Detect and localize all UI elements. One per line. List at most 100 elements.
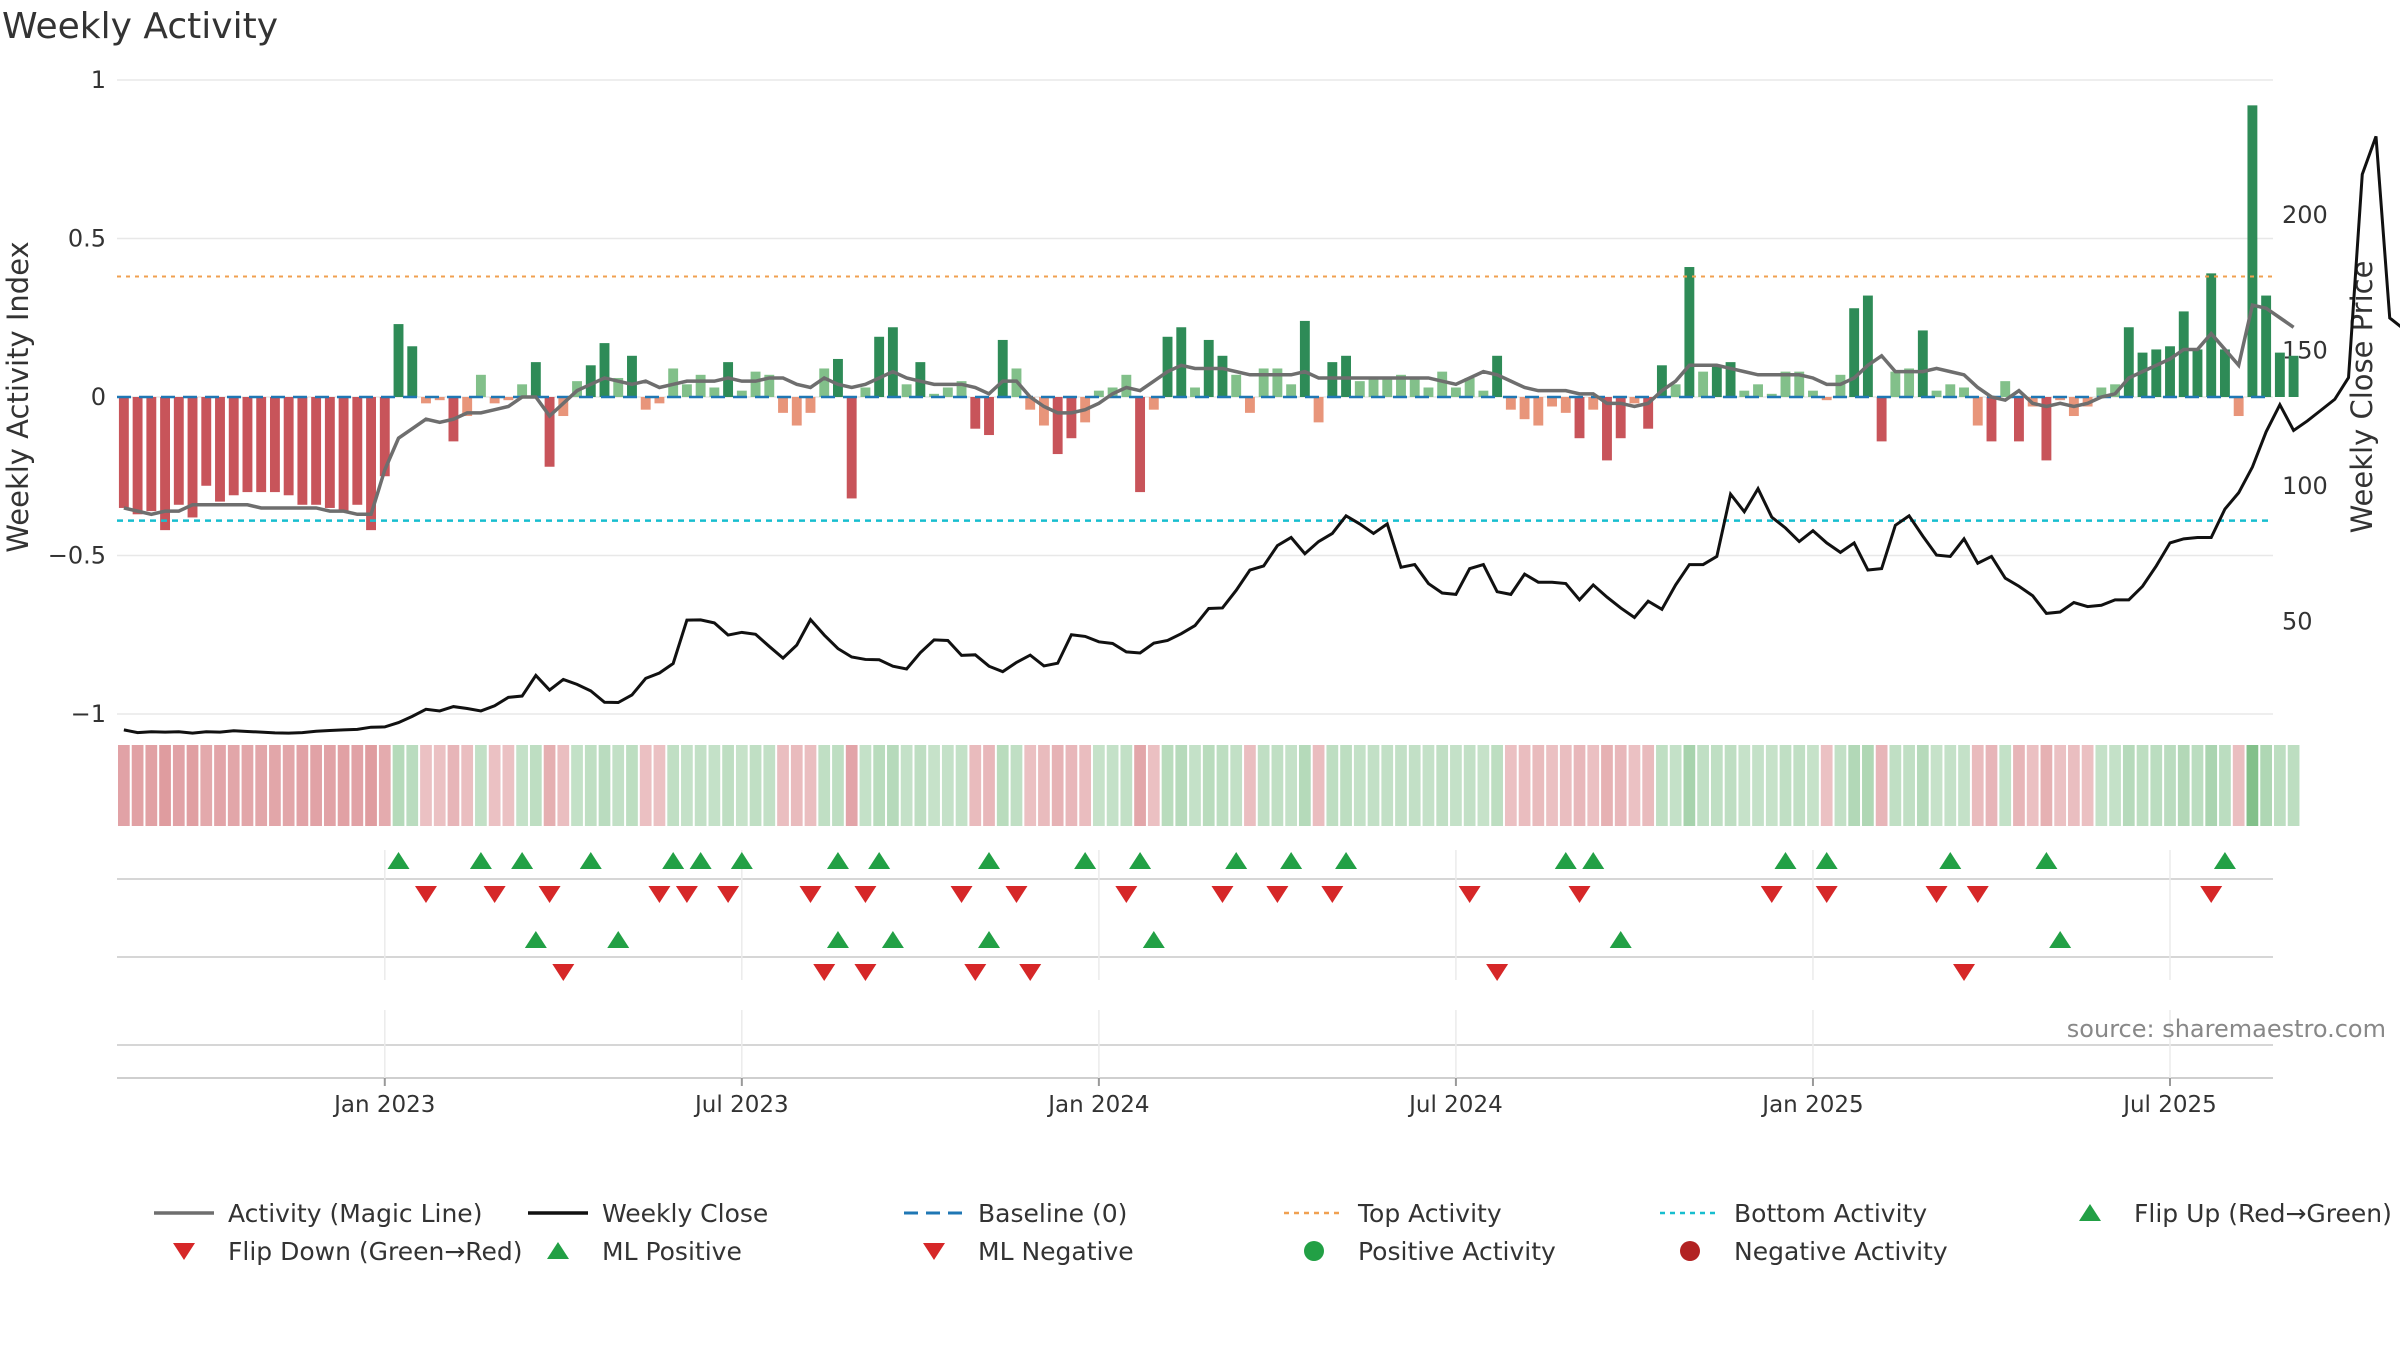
legend-swatch (1680, 1241, 1700, 1261)
heat-cell (2246, 745, 2259, 826)
activity-bar (1066, 397, 1077, 439)
x-tick-label: Jul 2025 (2121, 1092, 2217, 1118)
heat-cell (1930, 745, 1943, 826)
activity-bar (805, 397, 816, 413)
ml-negative-marker (964, 964, 987, 981)
heat-cell (2122, 745, 2135, 826)
ml-positive-marker (2049, 931, 2072, 948)
activity-bar (1574, 397, 1585, 439)
activity-bar (1176, 327, 1187, 397)
activity-bar (1505, 397, 1516, 410)
heat-cell (845, 745, 858, 826)
heat-cell (2026, 745, 2039, 826)
y-tick-label-right: 50 (2282, 608, 2313, 636)
flip-down-marker (538, 886, 561, 903)
heat-cell (1628, 745, 1641, 826)
activity-bar (1382, 377, 1393, 397)
heat-cell (694, 745, 707, 826)
magic-line (123, 302, 2295, 517)
heat-cell (557, 745, 570, 826)
activity-bar (1959, 387, 1969, 397)
activity-bar (132, 397, 143, 515)
activity-bar (2165, 346, 2175, 397)
heat-cell (1216, 745, 1229, 826)
legend-swatch (547, 1242, 569, 1259)
heat-cell (1340, 745, 1352, 826)
activity-bar (352, 397, 363, 505)
activity-bar (434, 397, 445, 401)
flip-up-marker (2213, 852, 2236, 869)
activity-bar (681, 384, 692, 397)
ml-negative-marker (552, 964, 575, 981)
legend-label: Negative Activity (1734, 1236, 1948, 1266)
heat-cell (969, 745, 982, 826)
activity-bar (269, 397, 280, 493)
ml-negative-marker (854, 964, 877, 981)
legend-label: ML Positive (602, 1236, 742, 1266)
weekly-close-line (123, 135, 2400, 735)
heat-cell (365, 745, 377, 826)
heat-cell (1944, 745, 1957, 826)
y-tick-label-left: 0.5 (68, 225, 106, 253)
heat-cell (406, 745, 419, 826)
activity-bar (2123, 327, 2134, 397)
activity-bar (2014, 397, 2024, 442)
activity-bar (1244, 397, 1255, 413)
activity-bar (2041, 397, 2052, 461)
activity-bar (1711, 365, 1722, 397)
flip-down-marker (1115, 886, 1138, 903)
activity-bar (1615, 397, 1626, 439)
ml-positive-marker (1609, 931, 1632, 948)
heat-cell (433, 745, 446, 826)
heat-cell (1230, 745, 1243, 826)
activity-bar (283, 397, 294, 496)
flip-up-marker (1554, 852, 1577, 869)
legend-swatch (1304, 1241, 1324, 1261)
activity-bar (1450, 387, 1461, 397)
activity-bar (2096, 387, 2107, 397)
activity-bar (1986, 397, 1997, 442)
heat-cell (1120, 745, 1133, 826)
flip-down-marker (2200, 886, 2223, 903)
activity-bar (1794, 371, 1805, 397)
activity-bar (778, 397, 788, 413)
heat-cell (1298, 745, 1311, 826)
heat-cell (859, 745, 872, 826)
activity-bar (1148, 397, 1159, 410)
activity-bar (1753, 384, 1763, 397)
activity-bar (1698, 371, 1709, 397)
heat-cell (1958, 745, 1970, 826)
heat-cell (1491, 745, 1503, 826)
activity-bar (2151, 349, 2162, 397)
heat-cell (1985, 745, 1998, 826)
activity-bar (585, 365, 596, 397)
activity-bar (1217, 355, 1228, 397)
heat-cell (1903, 745, 1915, 826)
activity-bar (201, 397, 212, 486)
heat-cell (955, 745, 968, 826)
flip-up-marker (579, 852, 602, 869)
activity-bar (2110, 384, 2121, 397)
chart-legend: Activity (Magic Line) Weekly Close Baselin… (154, 1198, 2400, 1308)
heat-cell (447, 745, 460, 826)
y-tick-label-left: 1 (91, 66, 106, 94)
flip-down-marker (1568, 886, 1591, 903)
heat-cell (914, 745, 927, 826)
flip-down-marker (950, 886, 973, 903)
legend-item: Flip Down (Green→Red) (154, 1236, 523, 1266)
legend-label: Top Activity (1358, 1198, 1502, 1228)
heat-cell (722, 745, 734, 826)
heat-cell (2274, 745, 2286, 826)
legend-item: Top Activity (1284, 1198, 1502, 1228)
activity-bar (1602, 397, 1612, 461)
heat-cell (1010, 745, 1023, 826)
heat-cell (1697, 745, 1709, 826)
activity-bar (1931, 390, 1942, 397)
heat-cell (1765, 745, 1778, 826)
heat-cell (1038, 745, 1050, 826)
heat-cell (1161, 745, 1174, 826)
legend-label: Weekly Close (602, 1198, 769, 1228)
ml-positive-marker (1142, 931, 1165, 948)
legend-label: Positive Activity (1358, 1236, 1556, 1266)
activity-bar (366, 397, 376, 531)
